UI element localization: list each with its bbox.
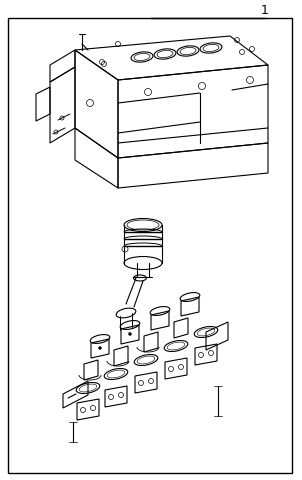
Circle shape — [128, 333, 131, 336]
Circle shape — [98, 347, 101, 349]
Text: 1: 1 — [261, 3, 269, 16]
